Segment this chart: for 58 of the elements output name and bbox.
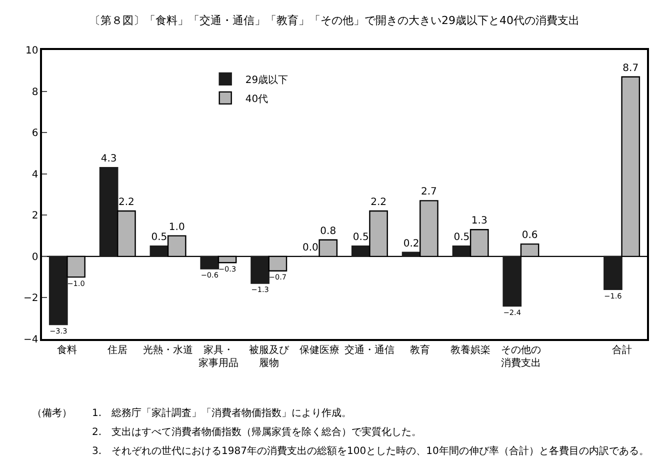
x-tick-label: 住居: [108, 344, 128, 356]
y-tick-label: 10: [26, 46, 38, 56]
bar: [150, 246, 169, 258]
data-label: 0.8: [320, 226, 336, 237]
data-label: −0.7: [268, 272, 287, 282]
data-label: 1.3: [471, 216, 488, 227]
x-tick-label: 被服及び履物: [248, 344, 290, 369]
y-tick-label: −4: [24, 334, 38, 346]
text: 1. 総務庁「家計調査」「消費者物価指数」により作成。: [92, 407, 352, 419]
bar: [200, 256, 220, 270]
bar: [452, 246, 472, 258]
data-label: −0.3: [218, 264, 236, 274]
legend-label: 40代: [245, 94, 268, 105]
data-label: 4.3: [100, 154, 117, 165]
y-tick-label: 4: [32, 169, 38, 180]
data-label: 2.7: [420, 186, 437, 198]
text: 3. それぞれの世代における1987年の消費支出の総額を100とした時の、10年間の伸び率（合計）と各費目の内訳である。: [92, 445, 649, 457]
bar: [99, 167, 118, 258]
x-tick-label: 教育: [410, 344, 430, 356]
y-tick-label: 6: [32, 128, 38, 140]
bar: [351, 246, 370, 258]
data-label: 0.2: [403, 238, 420, 250]
bar: [250, 256, 270, 284]
x-tick-label: 保健医療: [299, 344, 340, 356]
data-label: −2.4: [503, 308, 522, 317]
data-label: 1.0: [168, 222, 185, 233]
x-tick-label: 家具・家事用品: [198, 344, 238, 369]
x-tick-label: その他の消費支出: [500, 344, 541, 369]
x-tick-label: 合計: [612, 344, 632, 356]
data-label: 0.5: [151, 232, 168, 244]
data-label: −1.6: [604, 291, 622, 300]
data-label: 0.6: [522, 230, 538, 242]
chart-title: 〔第８図〕「食料」「交通・通信」「教育」「その他」で開きの大きい29歳以下と40代の消費支出: [90, 14, 580, 27]
text: 2. 支出はすべて消費者物価指数（帰属家賃を除く総合）で実質化した。: [92, 426, 422, 438]
y-tick-label: 0: [32, 252, 38, 263]
x-tick-label: 教養娯楽: [450, 344, 491, 356]
text: （備考）: [32, 407, 72, 419]
data-label: 0.5: [454, 232, 470, 244]
bar: [604, 256, 622, 290]
data-label: 8.7: [622, 62, 639, 74]
data-label: −0.6: [200, 270, 219, 280]
x-tick-label: 光熱・水道: [143, 344, 194, 356]
bar: [502, 256, 522, 307]
data-label: 0.0: [302, 242, 318, 254]
y-tick-label: −2: [24, 293, 38, 304]
bar: [48, 256, 68, 326]
x-tick-label: 交通・通信: [344, 344, 395, 356]
data-label: −1.3: [251, 285, 270, 294]
data-label: 2.2: [370, 197, 386, 208]
x-tick-label: 食料: [57, 344, 78, 356]
y-tick-label: 2: [32, 210, 38, 222]
legend-label: 29歳以下: [245, 74, 288, 86]
data-label: 0.5: [352, 232, 369, 244]
data-label: −3.3: [50, 326, 68, 336]
data-label: 2.2: [118, 197, 134, 208]
bar: [402, 252, 421, 258]
data-label: −1.0: [67, 278, 86, 288]
y-tick-label: 8: [32, 86, 38, 98]
